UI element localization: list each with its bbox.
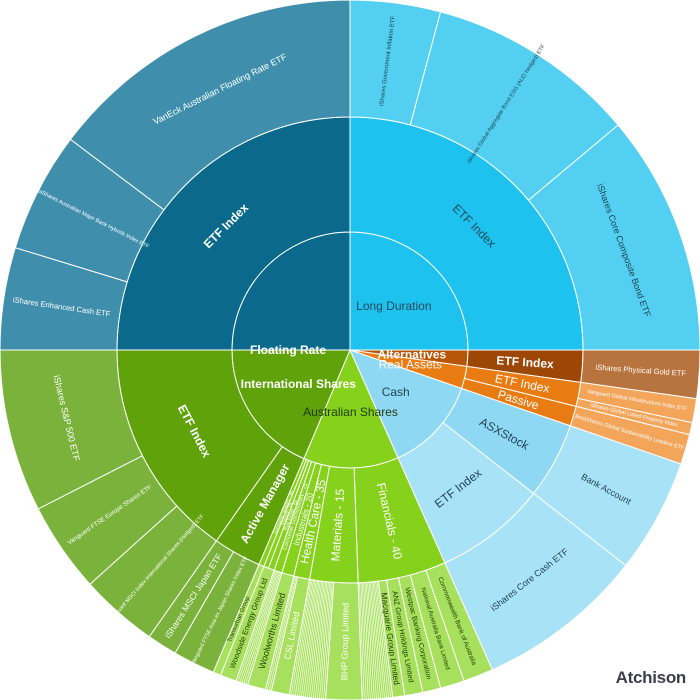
holding-divider xyxy=(313,581,326,699)
holding-divider xyxy=(298,580,317,697)
label-aus: Australian Shares xyxy=(303,405,398,419)
brand-logo: Atchison xyxy=(615,668,687,687)
holding-divider xyxy=(367,582,377,700)
holding-divider xyxy=(315,581,328,699)
holding-divider xyxy=(237,570,276,682)
holding-divider xyxy=(290,579,312,696)
holding-divider xyxy=(311,581,325,698)
holding-divider xyxy=(361,582,369,700)
holding-divider xyxy=(359,582,365,700)
holding-divider xyxy=(241,571,279,683)
holding-divider xyxy=(323,582,333,700)
label-alt: Alternatives xyxy=(377,347,446,361)
holding-divider xyxy=(364,582,373,700)
holding-divider xyxy=(309,581,324,698)
holding-divider xyxy=(376,581,391,698)
holding-divider xyxy=(374,581,387,699)
holding-divider xyxy=(268,576,297,691)
holding-divider xyxy=(317,581,329,699)
holding-divider xyxy=(375,581,389,698)
label-cash: Cash xyxy=(382,385,410,399)
holding-divider xyxy=(321,582,332,699)
label-fr: Floating Rate xyxy=(250,343,326,357)
label-ld: Long Duration xyxy=(356,299,431,313)
holding-divider xyxy=(371,581,383,699)
holding-divider xyxy=(368,582,379,699)
holding-divider xyxy=(319,582,330,699)
holding-divider xyxy=(303,580,320,697)
holding-divider xyxy=(292,579,313,696)
holding-divider xyxy=(294,580,314,696)
label-l-bhp: BHP Group Limited xyxy=(339,603,350,681)
holding-divider xyxy=(370,582,381,699)
holding-divider xyxy=(243,571,280,684)
holding-divider xyxy=(300,580,318,697)
holding-divider xyxy=(307,581,322,698)
holding-divider xyxy=(296,580,316,697)
holding-divider xyxy=(372,581,385,699)
label-intl: International Shares xyxy=(241,377,357,391)
label-aus-mat: Materials - 15 xyxy=(328,488,347,562)
segment-l-sp[interactable] xyxy=(0,349,144,510)
holding-divider xyxy=(239,571,277,683)
holding-divider xyxy=(365,582,375,700)
holding-divider xyxy=(267,576,296,691)
holding-divider xyxy=(363,582,371,700)
holding-divider xyxy=(245,572,281,685)
label-alt-etf: ETF Index xyxy=(496,353,555,371)
holding-divider xyxy=(305,581,321,698)
holding-divider xyxy=(360,582,367,700)
label-ra: Real Assets xyxy=(379,357,442,371)
